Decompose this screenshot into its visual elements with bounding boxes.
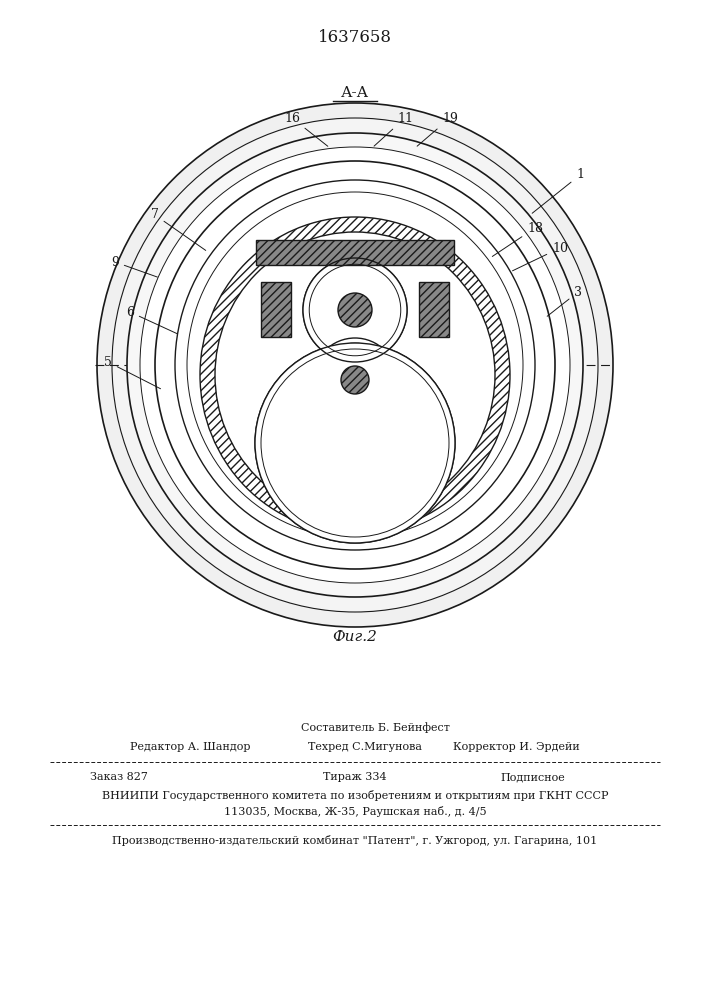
Circle shape [341, 366, 369, 394]
Ellipse shape [155, 161, 555, 569]
Circle shape [313, 338, 397, 422]
Ellipse shape [200, 217, 510, 533]
Circle shape [309, 264, 401, 356]
Ellipse shape [112, 118, 598, 612]
Text: 10: 10 [513, 241, 568, 271]
Circle shape [318, 343, 392, 417]
Circle shape [341, 366, 369, 394]
Text: Заказ 827: Заказ 827 [90, 772, 148, 782]
Text: Производственно-издательский комбинат "Патент", г. Ужгород, ул. Гагарина, 101: Производственно-издательский комбинат "П… [112, 835, 597, 846]
Text: А-А: А-А [341, 86, 369, 100]
Circle shape [255, 343, 455, 543]
Text: 1: 1 [532, 168, 584, 213]
Text: 7: 7 [151, 209, 206, 250]
Text: 3: 3 [547, 286, 582, 316]
Text: Редактор А. Шандор: Редактор А. Шандор [130, 742, 250, 752]
Circle shape [261, 349, 449, 537]
Text: 9: 9 [111, 255, 158, 277]
Circle shape [338, 293, 372, 327]
Ellipse shape [127, 133, 583, 597]
Circle shape [313, 338, 397, 422]
Ellipse shape [140, 147, 570, 583]
Text: 6: 6 [126, 306, 177, 334]
Ellipse shape [175, 180, 535, 550]
Text: 11: 11 [374, 111, 413, 146]
Ellipse shape [187, 192, 523, 538]
Circle shape [303, 258, 407, 362]
Bar [419, 282, 449, 337]
Text: Техред С.Мигунова: Техред С.Мигунова [308, 742, 422, 752]
Circle shape [309, 264, 401, 356]
Text: 18: 18 [492, 222, 543, 256]
Text: Корректор И. Эрдейи: Корректор И. Эрдейи [453, 742, 580, 752]
Text: Тираж 334: Тираж 334 [323, 772, 387, 782]
Text: 113035, Москва, Ж-35, Раушская наб., д. 4/5: 113035, Москва, Ж-35, Раушская наб., д. … [223, 806, 486, 817]
Bar [261, 282, 291, 337]
Ellipse shape [215, 232, 495, 518]
Text: 16: 16 [284, 111, 328, 146]
Ellipse shape [97, 103, 613, 627]
Text: Фиг.2: Фиг.2 [332, 630, 378, 644]
Text: Подписное: Подписное [501, 772, 565, 782]
Circle shape [338, 293, 372, 327]
Circle shape [318, 343, 392, 417]
Text: Составитель Б. Бейнфест: Составитель Б. Бейнфест [300, 722, 450, 733]
Circle shape [255, 343, 455, 543]
Text: 19: 19 [417, 111, 458, 146]
Text: 1637658: 1637658 [318, 29, 392, 46]
Bar [256, 240, 454, 265]
Text: ВНИИПИ Государственного комитета по изобретениям и открытиям при ГКНТ СССР: ВНИИПИ Государственного комитета по изоб… [102, 790, 608, 801]
Text: 5: 5 [104, 356, 160, 389]
Circle shape [303, 258, 407, 362]
